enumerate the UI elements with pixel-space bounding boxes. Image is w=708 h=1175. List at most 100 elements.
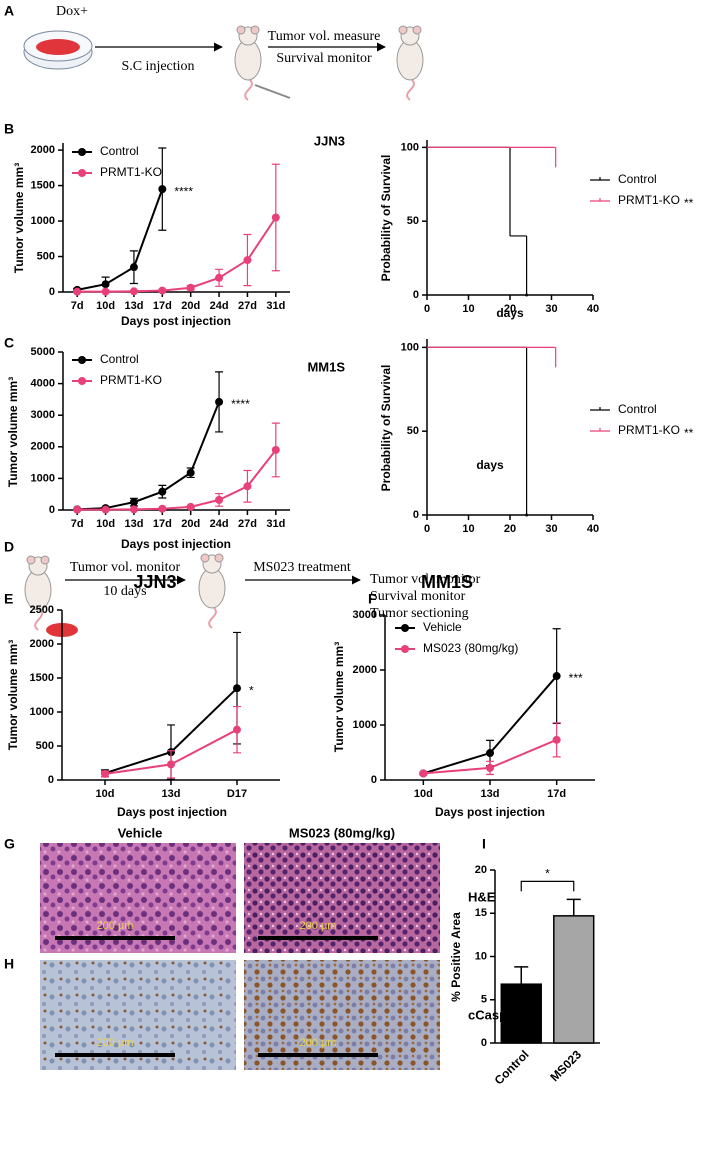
y-tick-label: 50 bbox=[407, 425, 419, 437]
y-tick-label: 1000 bbox=[31, 215, 55, 227]
point bbox=[233, 684, 241, 693]
column-label: MS023 (80mg/kg) bbox=[289, 825, 395, 840]
diagram-d: Tumor vol. monitor 10 days MS023 treatme… bbox=[23, 552, 481, 637]
legend-label: PRMT1-KO bbox=[618, 423, 680, 437]
point bbox=[271, 445, 280, 454]
panel-label: F bbox=[368, 591, 377, 607]
diagram-text: MS023 treatment bbox=[253, 560, 351, 575]
y-tick-label: 100 bbox=[401, 141, 419, 153]
x-tick-label: 0 bbox=[424, 303, 430, 315]
x-tick-label: 10d bbox=[96, 788, 115, 800]
x-tick-label: 17d bbox=[153, 300, 172, 312]
y-tick-label: 1000 bbox=[30, 706, 54, 718]
y-tick-label: 1000 bbox=[353, 719, 377, 731]
y-tick-label: 1500 bbox=[31, 179, 55, 191]
y-axis-label: Tumor volume mm³ bbox=[332, 642, 346, 752]
diagram-text: 10 days bbox=[103, 584, 146, 599]
significance: * bbox=[249, 683, 254, 697]
legend-label: Vehicle bbox=[423, 620, 462, 634]
point bbox=[186, 283, 195, 292]
y-tick-label: 4000 bbox=[31, 378, 55, 390]
significance: ** bbox=[684, 426, 694, 440]
y-tick-label: 100 bbox=[401, 341, 419, 353]
legend-label: Control bbox=[618, 402, 657, 416]
column-label: Vehicle bbox=[118, 825, 163, 840]
x-tick-label: 20d bbox=[181, 518, 200, 530]
point bbox=[215, 495, 224, 504]
point bbox=[129, 498, 138, 507]
legend-marker bbox=[78, 356, 86, 364]
x-tick-label: 24d bbox=[210, 518, 229, 530]
bar bbox=[553, 915, 595, 1044]
x-tick-label: 27d bbox=[238, 300, 257, 312]
legend-marker bbox=[78, 148, 86, 156]
panel-label: E bbox=[4, 591, 13, 607]
point bbox=[73, 287, 82, 296]
diagram-text: Tumor vol. measure bbox=[268, 29, 381, 44]
point bbox=[271, 213, 280, 222]
point bbox=[101, 769, 109, 778]
legend-marker bbox=[78, 377, 86, 385]
x-axis-label: days bbox=[496, 306, 524, 320]
x-tick-label: 40 bbox=[587, 303, 599, 315]
x-axis-label: Days post injection bbox=[435, 805, 545, 819]
panel-label: H bbox=[4, 956, 14, 972]
x-tick-label: 0 bbox=[424, 523, 430, 535]
y-tick-label: 10 bbox=[475, 950, 487, 962]
point bbox=[158, 504, 167, 513]
x-tick-label: 40 bbox=[587, 523, 599, 535]
y-tick-label: 2000 bbox=[31, 441, 55, 453]
legend-label: PRMT1-KO bbox=[100, 165, 162, 179]
x-axis-label: Days post injection bbox=[117, 805, 227, 819]
legend-label: Control bbox=[618, 172, 657, 186]
y-tick-label: 0 bbox=[481, 1037, 487, 1049]
x-tick-label: 10d bbox=[96, 518, 115, 530]
y-tick-label: 2500 bbox=[30, 604, 54, 616]
series-line bbox=[77, 449, 277, 511]
y-tick-label: 0 bbox=[48, 774, 54, 786]
x-tick-label: MS023 bbox=[547, 1047, 584, 1084]
chart-title: MM1S bbox=[307, 359, 345, 374]
legend-label: MS023 (80mg/kg) bbox=[423, 641, 518, 655]
bar bbox=[500, 983, 542, 1044]
legend-marker bbox=[78, 169, 86, 177]
legend-marker bbox=[401, 645, 409, 653]
point bbox=[243, 256, 252, 265]
diagram-a: Dox+ S.C injection Tumor vol. measure Su… bbox=[23, 4, 425, 102]
panel-label: G bbox=[4, 836, 15, 852]
y-tick-label: 5 bbox=[481, 994, 487, 1006]
scale-label: 200 µm bbox=[97, 1037, 134, 1049]
y-tick-label: 0 bbox=[49, 286, 55, 298]
x-tick-label: 24d bbox=[210, 300, 229, 312]
syringe bbox=[254, 84, 291, 99]
end-point bbox=[525, 513, 529, 517]
y-axis-label: Probability of Survival bbox=[379, 365, 393, 492]
x-axis-label: Days post injection bbox=[121, 314, 231, 328]
y-tick-label: 5000 bbox=[31, 346, 55, 358]
point bbox=[215, 273, 224, 282]
y-tick-label: 0 bbox=[371, 774, 377, 786]
mouse bbox=[197, 552, 227, 630]
point bbox=[129, 505, 138, 514]
diagram-text: S.C injection bbox=[121, 59, 194, 74]
significance-bracket bbox=[520, 880, 575, 892]
micrograph bbox=[244, 960, 440, 1070]
y-tick-label: 2000 bbox=[31, 144, 55, 156]
x-tick-label: Control bbox=[492, 1047, 532, 1087]
panel-label: C bbox=[4, 335, 14, 351]
micrograph bbox=[40, 960, 236, 1070]
point bbox=[486, 749, 494, 758]
mouse bbox=[233, 24, 263, 102]
scale-label: 200 µm bbox=[300, 920, 337, 932]
y-tick-label: 3000 bbox=[31, 409, 55, 421]
y-tick-label: 1000 bbox=[31, 472, 55, 484]
y-tick-label: 0 bbox=[49, 504, 55, 516]
legend-label: Control bbox=[100, 352, 139, 366]
chart-title: JJN3 bbox=[314, 133, 345, 148]
panel-label: D bbox=[4, 539, 14, 555]
y-tick-label: 50 bbox=[407, 215, 419, 227]
panel-label: I bbox=[482, 836, 486, 852]
diagram-text: Dox+ bbox=[56, 4, 88, 19]
end-point bbox=[525, 293, 529, 297]
